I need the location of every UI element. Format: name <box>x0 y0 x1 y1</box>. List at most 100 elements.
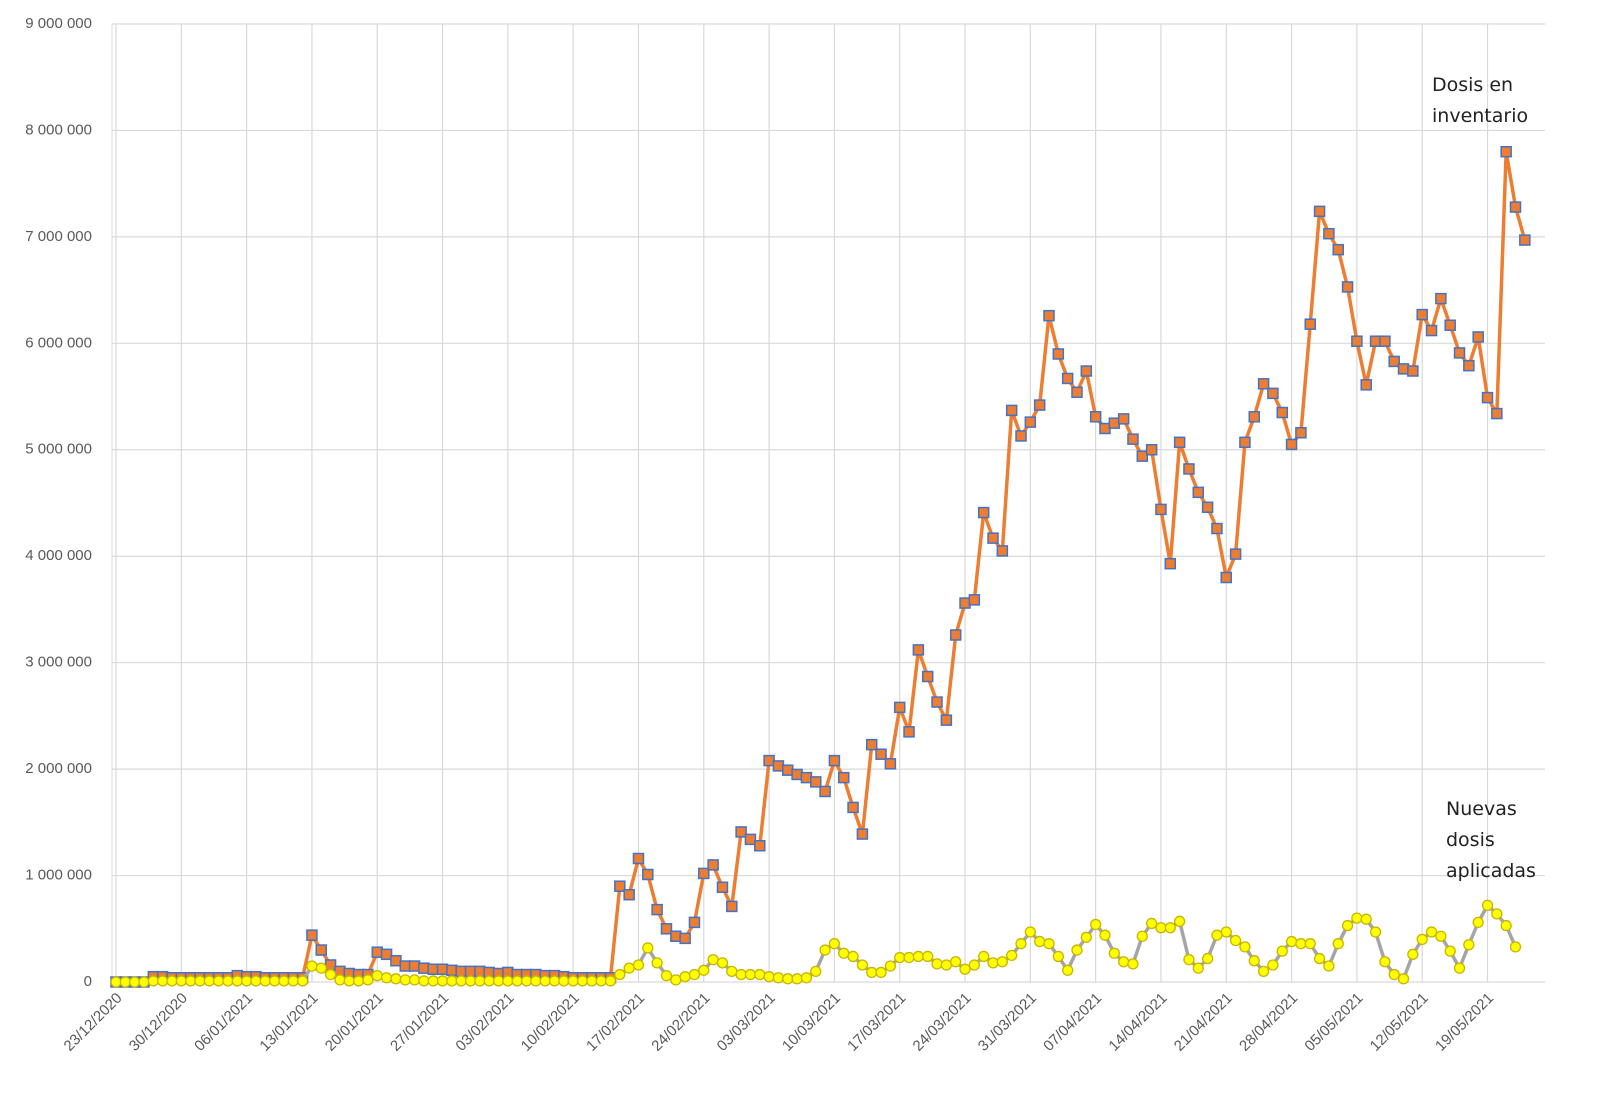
x-tick-label: 24/03/2021 <box>910 990 975 1055</box>
data-point <box>660 923 673 935</box>
x-tick-label: 03/02/2021 <box>452 990 517 1055</box>
data-point <box>950 956 962 968</box>
data-point <box>408 960 421 972</box>
data-point <box>1472 916 1484 929</box>
data-point <box>1369 335 1382 347</box>
data-point <box>1509 941 1522 953</box>
data-point <box>735 826 747 838</box>
data-point <box>1043 938 1055 950</box>
data-point <box>679 971 691 983</box>
data-point <box>837 771 850 784</box>
data-point <box>166 975 178 987</box>
data-point <box>903 726 915 738</box>
data-point <box>912 950 925 963</box>
data-point <box>912 644 925 656</box>
data-point <box>651 957 663 969</box>
data-point <box>875 966 887 979</box>
data-point <box>856 828 869 840</box>
y-tick-label: 7 000 000 <box>25 228 92 245</box>
data-point <box>614 880 626 892</box>
y-tick-label: 4 000 000 <box>25 547 92 564</box>
data-point <box>968 959 981 971</box>
x-tick-label: 28/04/2021 <box>1236 990 1301 1055</box>
data-point <box>977 506 990 519</box>
data-point <box>1285 935 1298 948</box>
data-point <box>1360 913 1372 925</box>
data-point <box>446 975 458 987</box>
data-point <box>754 968 766 981</box>
data-point <box>474 965 486 978</box>
data-point <box>1211 929 1223 941</box>
data-point <box>698 964 710 976</box>
data-point <box>315 962 327 974</box>
data-point <box>502 975 514 987</box>
data-point <box>865 738 878 751</box>
data-point <box>679 932 691 945</box>
data-point <box>1043 309 1055 322</box>
data-point <box>147 975 159 987</box>
data-point <box>1173 436 1186 449</box>
data-point <box>371 969 383 982</box>
data-point <box>623 962 635 974</box>
data-point <box>1388 968 1400 981</box>
data-point <box>1295 938 1307 950</box>
data-point <box>110 976 122 988</box>
data-point <box>632 852 645 865</box>
data-point <box>184 975 197 987</box>
data-point <box>1379 956 1391 968</box>
data-point <box>530 975 542 987</box>
data-point <box>875 748 887 760</box>
data-point <box>231 975 243 987</box>
data-point <box>1164 557 1177 570</box>
data-point <box>1304 318 1316 330</box>
data-point <box>716 881 729 894</box>
data-point <box>1201 501 1214 514</box>
data-point <box>1164 922 1176 934</box>
data-point <box>1323 960 1335 972</box>
data-point <box>371 946 383 958</box>
data-point <box>866 966 878 979</box>
data-point <box>838 947 850 959</box>
data-point <box>1099 422 1111 435</box>
data-point <box>1024 926 1036 938</box>
x-tick-label: 31/03/2021 <box>975 990 1040 1055</box>
data-point <box>1407 365 1419 377</box>
x-tick-label: 23/12/2020 <box>61 990 126 1055</box>
data-point <box>408 974 421 986</box>
data-point <box>418 962 430 974</box>
data-point <box>520 975 533 987</box>
y-tick-label: 6 000 000 <box>25 334 92 351</box>
data-point <box>436 975 449 987</box>
data-point <box>884 758 897 770</box>
data-point <box>1463 359 1475 372</box>
data-point <box>240 975 253 987</box>
data-point <box>259 975 271 987</box>
y-tick-label: 3 000 000 <box>25 654 92 671</box>
data-point <box>1090 918 1102 931</box>
data-point <box>1304 938 1316 950</box>
data-point <box>390 954 402 967</box>
data-point <box>651 903 663 916</box>
data-point <box>1444 319 1456 331</box>
data-point <box>492 975 505 987</box>
data-point <box>558 975 570 987</box>
data-point <box>847 801 859 814</box>
data-point <box>119 976 131 988</box>
data-point <box>1127 433 1139 445</box>
data-point <box>1248 955 1260 967</box>
data-point <box>1491 908 1503 920</box>
data-point <box>399 974 411 986</box>
data-point <box>567 975 579 987</box>
data-point <box>1453 962 1466 974</box>
series-annotation: Dosis en inventario <box>1432 74 1529 127</box>
data-point <box>707 859 719 871</box>
data-point <box>129 976 141 988</box>
data-point <box>726 900 738 913</box>
data-point <box>548 975 561 987</box>
data-point <box>1192 962 1204 974</box>
data-point <box>474 975 486 987</box>
data-point <box>1080 931 1092 943</box>
data-point <box>884 960 897 972</box>
